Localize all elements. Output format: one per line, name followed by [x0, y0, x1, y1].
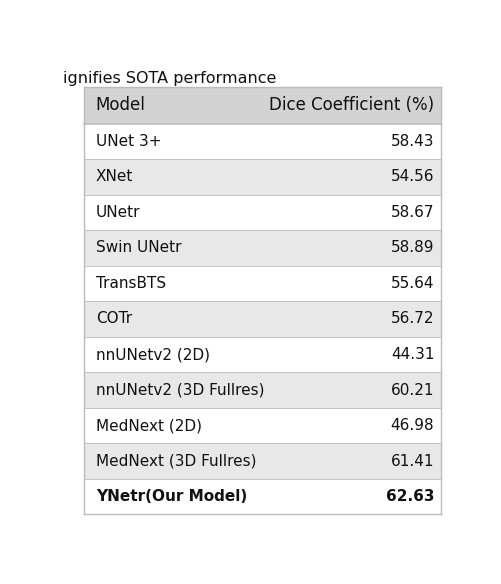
Text: 60.21: 60.21: [390, 383, 433, 398]
Text: 55.64: 55.64: [390, 276, 433, 291]
Bar: [84, 159, 440, 194]
Bar: [84, 86, 440, 124]
Bar: [84, 479, 440, 515]
Text: 44.31: 44.31: [390, 347, 433, 362]
Text: 46.98: 46.98: [390, 418, 433, 433]
Text: 56.72: 56.72: [390, 311, 433, 326]
Text: 54.56: 54.56: [390, 169, 433, 185]
Text: Swin UNetr: Swin UNetr: [96, 241, 181, 255]
Text: 58.89: 58.89: [390, 241, 433, 255]
Text: UNetr: UNetr: [96, 205, 140, 220]
Bar: [84, 337, 440, 372]
Bar: [84, 230, 440, 266]
Bar: [84, 194, 440, 230]
Bar: [84, 408, 440, 443]
Text: YNetr(Our Model): YNetr(Our Model): [96, 489, 246, 504]
Text: MedNext (3D Fullres): MedNext (3D Fullres): [96, 454, 256, 468]
Text: TransBTS: TransBTS: [96, 276, 166, 291]
Bar: [84, 266, 440, 301]
Text: 62.63: 62.63: [385, 489, 433, 504]
Bar: [84, 372, 440, 408]
Bar: [84, 443, 440, 479]
Text: UNet 3+: UNet 3+: [96, 134, 161, 149]
Text: Model: Model: [96, 96, 145, 114]
Text: ignifies SOTA performance: ignifies SOTA performance: [63, 71, 276, 86]
Bar: [84, 124, 440, 159]
Text: XNet: XNet: [96, 169, 133, 185]
Text: MedNext (2D): MedNext (2D): [96, 418, 201, 433]
Text: nnUNetv2 (3D Fullres): nnUNetv2 (3D Fullres): [96, 383, 264, 398]
Text: Dice Coefficient (%): Dice Coefficient (%): [269, 96, 433, 114]
Text: 58.43: 58.43: [390, 134, 433, 149]
Bar: [84, 301, 440, 337]
Text: nnUNetv2 (2D): nnUNetv2 (2D): [96, 347, 209, 362]
Text: COTr: COTr: [96, 311, 132, 326]
Text: 58.67: 58.67: [390, 205, 433, 220]
Text: 61.41: 61.41: [390, 454, 433, 468]
